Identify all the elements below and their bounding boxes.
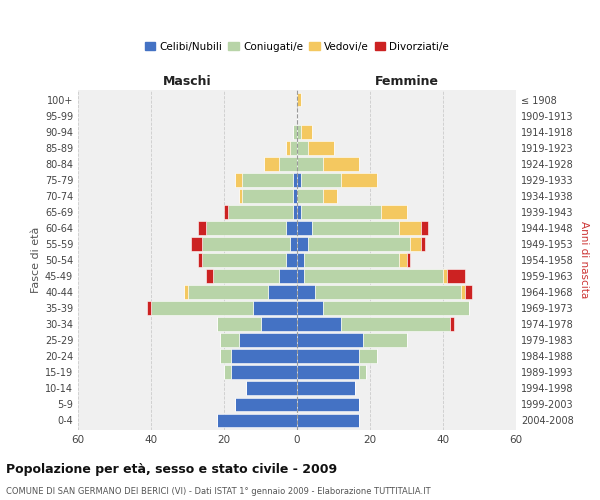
Bar: [235, 398, 297, 411]
Bar: [359, 366, 367, 379]
Bar: [297, 253, 304, 267]
Bar: [239, 334, 297, 347]
Bar: [407, 253, 410, 267]
Text: Maschi: Maschi: [163, 74, 212, 88]
Bar: [264, 157, 279, 170]
Bar: [301, 205, 381, 218]
Bar: [297, 286, 315, 299]
Bar: [206, 269, 213, 283]
Bar: [362, 334, 407, 347]
Bar: [421, 221, 428, 234]
Bar: [286, 141, 290, 154]
Bar: [220, 334, 239, 347]
Bar: [217, 318, 260, 331]
Bar: [148, 302, 151, 315]
Bar: [286, 221, 297, 234]
Bar: [297, 189, 323, 202]
Bar: [242, 189, 293, 202]
Bar: [297, 237, 308, 251]
Bar: [399, 221, 421, 234]
Bar: [253, 302, 297, 315]
Bar: [213, 269, 279, 283]
Bar: [293, 205, 297, 218]
Bar: [341, 318, 450, 331]
Bar: [323, 189, 337, 202]
Bar: [232, 366, 297, 379]
Bar: [311, 221, 399, 234]
Bar: [323, 302, 469, 315]
Bar: [301, 125, 311, 138]
Bar: [450, 318, 454, 331]
Bar: [297, 398, 359, 411]
Bar: [297, 221, 311, 234]
Bar: [246, 382, 297, 395]
Bar: [297, 382, 355, 395]
Bar: [235, 173, 242, 186]
Bar: [341, 173, 377, 186]
Bar: [293, 173, 297, 186]
Bar: [206, 221, 286, 234]
Bar: [187, 286, 268, 299]
Bar: [290, 237, 297, 251]
Bar: [297, 269, 304, 283]
Bar: [293, 125, 297, 138]
Bar: [359, 350, 377, 363]
Bar: [315, 286, 461, 299]
Bar: [461, 286, 465, 299]
Bar: [242, 173, 293, 186]
Bar: [308, 237, 410, 251]
Bar: [202, 253, 286, 267]
Bar: [323, 157, 359, 170]
Bar: [227, 205, 293, 218]
Bar: [301, 173, 341, 186]
Bar: [202, 237, 290, 251]
Bar: [232, 350, 297, 363]
Bar: [239, 189, 242, 202]
Bar: [381, 205, 407, 218]
Bar: [220, 350, 232, 363]
Bar: [199, 253, 202, 267]
Text: COMUNE DI SAN GERMANO DEI BERICI (VI) - Dati ISTAT 1° gennaio 2009 - Elaborazion: COMUNE DI SAN GERMANO DEI BERICI (VI) - …: [6, 488, 431, 496]
Bar: [293, 189, 297, 202]
Bar: [465, 286, 472, 299]
Bar: [297, 414, 359, 427]
Y-axis label: Fasce di età: Fasce di età: [31, 227, 41, 293]
Bar: [286, 253, 297, 267]
Bar: [151, 302, 253, 315]
Bar: [297, 366, 359, 379]
Bar: [399, 253, 407, 267]
Text: Femmine: Femmine: [374, 74, 439, 88]
Bar: [421, 237, 425, 251]
Bar: [297, 350, 359, 363]
Bar: [268, 286, 297, 299]
Bar: [290, 141, 297, 154]
Bar: [279, 157, 297, 170]
Bar: [224, 205, 227, 218]
Bar: [297, 141, 308, 154]
Text: Popolazione per età, sesso e stato civile - 2009: Popolazione per età, sesso e stato civil…: [6, 462, 337, 475]
Bar: [297, 318, 341, 331]
Bar: [199, 221, 206, 234]
Bar: [217, 414, 297, 427]
Bar: [184, 286, 187, 299]
Y-axis label: Anni di nascita: Anni di nascita: [579, 222, 589, 298]
Bar: [191, 237, 202, 251]
Bar: [446, 269, 465, 283]
Bar: [279, 269, 297, 283]
Bar: [297, 173, 301, 186]
Bar: [410, 237, 421, 251]
Bar: [297, 157, 323, 170]
Legend: Celibi/Nubili, Coniugati/e, Vedovi/e, Divorziati/e: Celibi/Nubili, Coniugati/e, Vedovi/e, Di…: [140, 38, 454, 56]
Bar: [260, 318, 297, 331]
Bar: [297, 334, 362, 347]
Bar: [297, 93, 301, 106]
Bar: [304, 269, 443, 283]
Bar: [308, 141, 334, 154]
Bar: [443, 269, 446, 283]
Bar: [224, 366, 232, 379]
Bar: [304, 253, 399, 267]
Bar: [297, 125, 301, 138]
Bar: [297, 205, 301, 218]
Bar: [297, 302, 323, 315]
